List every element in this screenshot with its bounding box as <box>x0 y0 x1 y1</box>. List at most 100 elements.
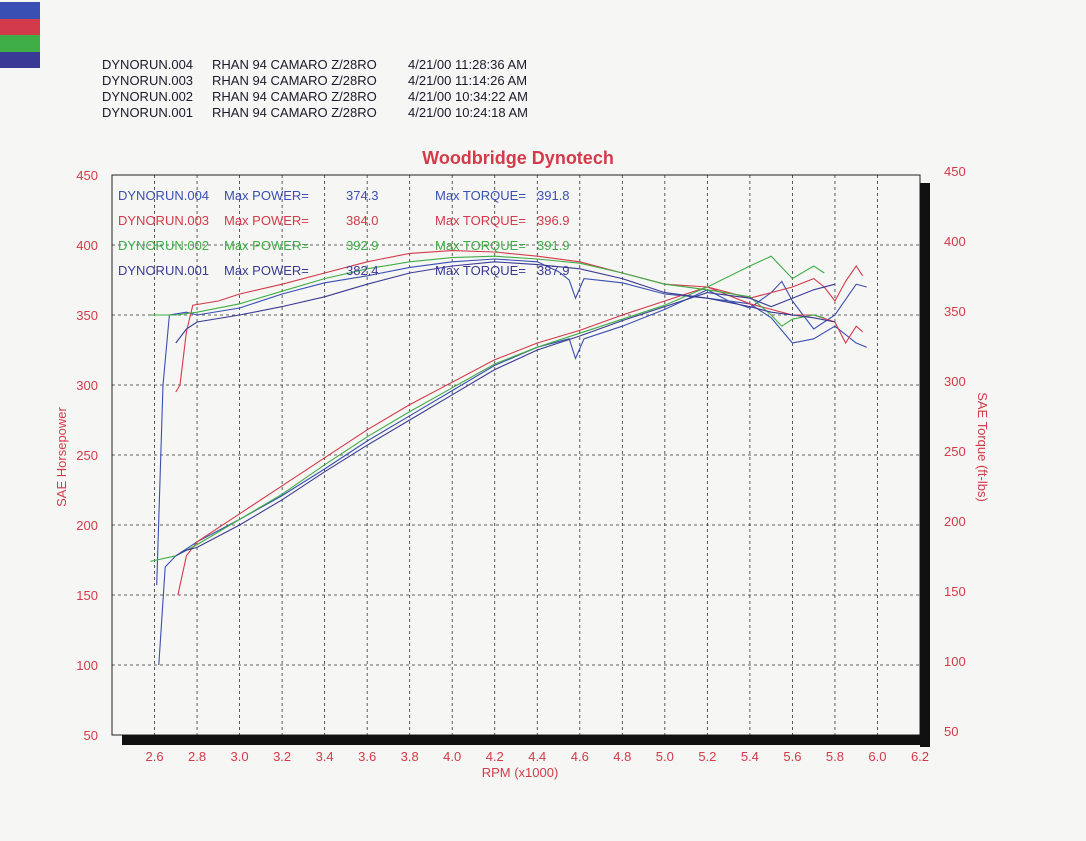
summary-torque-label: Max TORQUE= <box>435 188 526 203</box>
y2-tick-label: 450 <box>944 164 966 179</box>
y2-tick-label: 100 <box>944 654 966 669</box>
summary-torque-label: Max TORQUE= <box>435 213 526 228</box>
y-tick-label: 250 <box>76 448 98 463</box>
summary-run: DYNORUN.003 <box>118 213 209 228</box>
run-datetime: 4/21/00 11:14:26 AM <box>408 72 528 88</box>
series-line-torque <box>175 261 836 344</box>
y-axis-ticks: 50 100 150 200 250 300 350 400 450 <box>76 168 98 743</box>
run-file: DYNORUN.004 <box>102 56 194 72</box>
run-swatch <box>0 51 40 68</box>
x-tick-label: 3.8 <box>401 749 419 764</box>
run-row: DYNORUN.004 RHAN 94 CAMARO Z/28RO 4/21/0… <box>36 56 558 72</box>
x-tick-label: 6.2 <box>911 749 929 764</box>
run-swatch <box>0 2 40 19</box>
x-tick-label: 3.6 <box>358 749 376 764</box>
y-tick-label: 200 <box>76 518 98 533</box>
y2-tick-label: 350 <box>944 304 966 319</box>
x-tick-label: 4.6 <box>571 749 589 764</box>
x-tick-label: 5.4 <box>741 749 759 764</box>
y2-axis-ticks: 50 100 150 200 250 300 350 400 450 <box>944 164 966 739</box>
summary-torque-value: 391.8 <box>537 188 570 203</box>
summary-power-label: Max POWER= <box>224 188 309 203</box>
summary-power-label: Max POWER= <box>224 238 309 253</box>
run-datetime: 4/21/00 10:24:18 AM <box>408 104 528 120</box>
series-line-horsepower <box>177 265 864 596</box>
x-tick-label: 4.2 <box>486 749 504 764</box>
y-tick-label: 400 <box>76 238 98 253</box>
run-car: RHAN 94 CAMARO Z/28RO <box>212 88 377 104</box>
summary-run: DYNORUN.001 <box>118 263 209 278</box>
x-tick-label: 2.6 <box>145 749 163 764</box>
run-row: DYNORUN.003 RHAN 94 CAMARO Z/28RO 4/21/0… <box>36 72 558 88</box>
summary-power-value: 384.0 <box>346 213 379 228</box>
x-axis-label: RPM (x1000) <box>482 765 559 780</box>
chart-frame <box>111 174 930 747</box>
run-datetime: 4/21/00 10:34:22 AM <box>408 88 528 104</box>
run-car: RHAN 94 CAMARO Z/28RO <box>212 56 377 72</box>
run-row: DYNORUN.002 RHAN 94 CAMARO Z/28RO 4/21/0… <box>36 88 558 104</box>
frame-shadow-bottom <box>122 735 930 745</box>
y2-tick-label: 50 <box>944 724 958 739</box>
run-row: DYNORUN.001 RHAN 94 CAMARO Z/28RO 4/21/0… <box>36 104 558 120</box>
series-line-torque <box>150 255 825 327</box>
x-tick-label: 5.2 <box>698 749 716 764</box>
summary-legend: DYNORUN.004 Max POWER= 374.3 Max TORQUE= 391… <box>118 188 570 278</box>
summary-power-label: Max POWER= <box>224 213 309 228</box>
y-tick-label: 100 <box>76 658 98 673</box>
y2-axis-label: SAE Torque (ft-lbs) <box>975 392 990 502</box>
run-color-swatch <box>0 2 40 68</box>
x-tick-label: 3.4 <box>316 749 334 764</box>
summary-torque-value: 391.9 <box>537 238 570 253</box>
chart-grid <box>112 175 920 735</box>
frame-shadow-right <box>920 183 930 747</box>
y-tick-label: 450 <box>76 168 98 183</box>
series-line-horsepower <box>150 255 825 562</box>
y-axis-label: SAE Horsepower <box>54 406 69 506</box>
run-swatch <box>0 18 40 35</box>
chart-title: Woodbridge Dynotech <box>422 148 614 168</box>
summary-run: DYNORUN.002 <box>118 238 209 253</box>
summary-power-value: 382.4 <box>346 263 379 278</box>
summary-torque-value: 396.9 <box>537 213 570 228</box>
run-file: DYNORUN.003 <box>102 72 194 88</box>
y2-tick-label: 150 <box>944 584 966 599</box>
summary-power-value: 392.9 <box>346 238 379 253</box>
run-car: RHAN 94 CAMARO Z/28RO <box>212 104 377 120</box>
x-tick-label: 4.0 <box>443 749 461 764</box>
summary-power-value: 374.3 <box>346 188 379 203</box>
summary-power-label: Max POWER= <box>224 263 309 278</box>
plot-lines <box>150 250 868 666</box>
run-file: DYNORUN.001 <box>102 104 194 120</box>
x-tick-label: 2.8 <box>188 749 206 764</box>
y-tick-label: 350 <box>76 308 98 323</box>
x-tick-label: 5.0 <box>656 749 674 764</box>
x-tick-label: 3.2 <box>273 749 291 764</box>
y-tick-label: 300 <box>76 378 98 393</box>
y-tick-label: 50 <box>84 728 98 743</box>
y2-tick-label: 400 <box>944 234 966 249</box>
summary-torque-label: Max TORQUE= <box>435 238 526 253</box>
run-file: DYNORUN.002 <box>102 88 194 104</box>
y-tick-label: 150 <box>76 588 98 603</box>
series-line-torque <box>156 258 868 586</box>
run-list: DYNORUN.004 RHAN 94 CAMARO Z/28RO 4/21/0… <box>36 56 558 120</box>
x-tick-label: 5.8 <box>826 749 844 764</box>
run-datetime: 4/21/00 11:28:36 AM <box>408 56 528 72</box>
y2-tick-label: 250 <box>944 444 966 459</box>
x-tick-label: 6.0 <box>868 749 886 764</box>
series-line-horsepower <box>175 283 836 557</box>
summary-torque-value: 387.9 <box>537 263 570 278</box>
series-line-horsepower <box>158 280 867 666</box>
y2-tick-label: 200 <box>944 514 966 529</box>
x-axis-ticks: 2.6 2.8 3.0 3.2 3.4 3.6 3.8 4.0 4.2 4.4 4.6 4.8 5.0 5… <box>145 749 929 764</box>
x-tick-label: 5.6 <box>783 749 801 764</box>
run-swatch <box>0 35 40 52</box>
y2-tick-label: 300 <box>944 374 966 389</box>
summary-torque-label: Max TORQUE= <box>435 263 526 278</box>
run-car: RHAN 94 CAMARO Z/28RO <box>212 72 377 88</box>
x-tick-label: 3.0 <box>231 749 249 764</box>
summary-run: DYNORUN.004 <box>118 188 209 203</box>
x-tick-label: 4.4 <box>528 749 546 764</box>
x-tick-label: 4.8 <box>613 749 631 764</box>
